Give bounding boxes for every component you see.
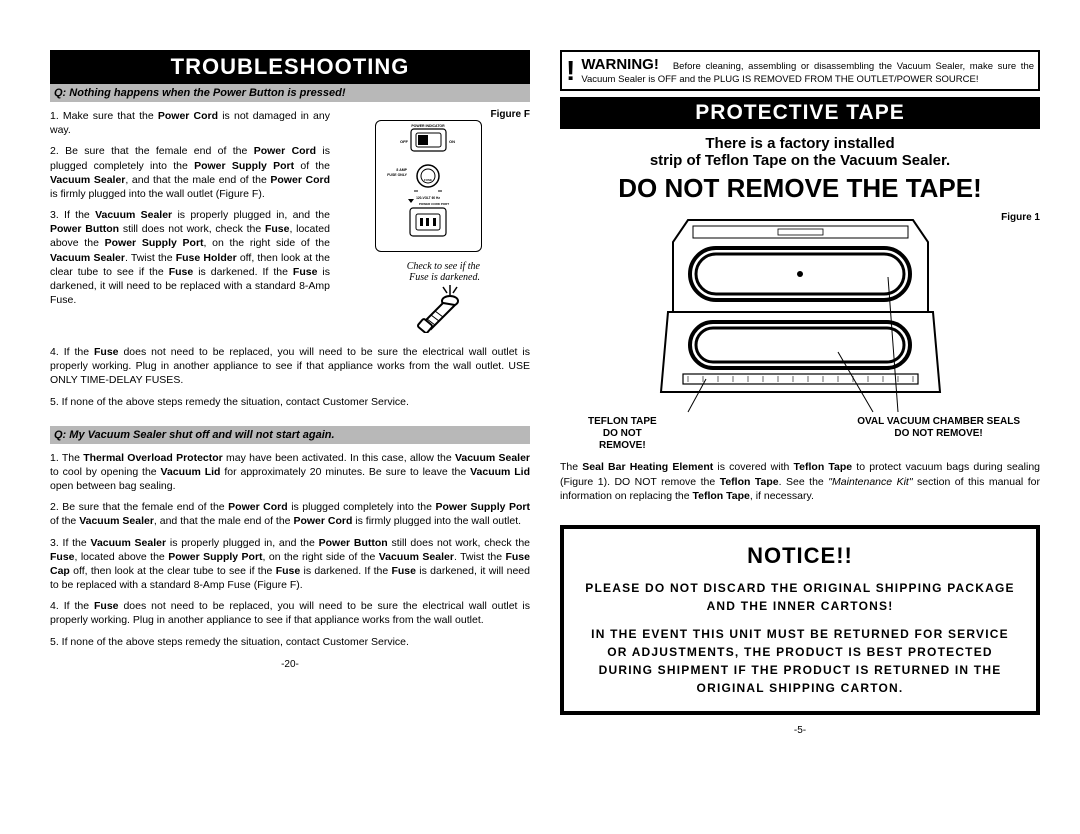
figure-f-annotation: Check to see if the Fuse is darkened. (375, 261, 480, 283)
protective-tape-header: PROTECTIVE TAPE (560, 97, 1040, 129)
figure-f-label: Figure F (375, 109, 530, 120)
svg-text:POWER INDICATOR: POWER INDICATOR (411, 124, 445, 128)
step-1-5: 5. If none of the above steps remedy the… (50, 395, 530, 409)
question-1: Q: Nothing happens when the Power Button… (50, 84, 530, 102)
figure-1: Figure 1 (560, 212, 1040, 422)
svg-text:POWER CORD PORT: POWER CORD PORT (419, 202, 449, 206)
svg-text:OFF: OFF (400, 139, 409, 144)
question-2: Q: My Vacuum Sealer shut off and will no… (50, 426, 530, 444)
svg-text:FUSE: FUSE (424, 178, 432, 182)
flashlight-icon (405, 283, 465, 333)
right-page: ! WARNING! Before cleaning, assembling o… (560, 50, 1040, 736)
svg-text:8 AMP: 8 AMP (396, 168, 407, 172)
step-1-4: 4. If the Fuse does not need to be repla… (50, 345, 530, 388)
figure-f: Figure F POWER INDICATOR OFF ON FUSE 8 A… (375, 109, 530, 338)
step-1-3: 3. If the Vacuum Sealer is properly plug… (50, 208, 330, 307)
intro-line-1: There is a factory installed (560, 135, 1040, 152)
step-1-1: 1. Make sure that the Power Cord is not … (50, 109, 330, 137)
manual-spread: TROUBLESHOOTING Q: Nothing happens when … (0, 0, 1080, 756)
warning-icon: ! (566, 57, 575, 85)
figure-1-label: Figure 1 (1001, 212, 1040, 223)
left-page-number: -20- (50, 659, 530, 670)
svg-text:120-VOLT 60 Hz: 120-VOLT 60 Hz (416, 196, 440, 200)
notice-line-2: IN THE EVENT THIS UNIT MUST BE RETURNED … (580, 625, 1020, 697)
teflon-description: The Seal Bar Heating Element is covered … (560, 460, 1040, 503)
step-2-4: 4. If the Fuse does not need to be repla… (50, 599, 530, 627)
warning-box: ! WARNING! Before cleaning, assembling o… (560, 50, 1040, 91)
step-2-2: 2. Be sure that the female end of the Po… (50, 500, 530, 528)
step-2-3: 3. If the Vacuum Sealer is properly plug… (50, 536, 530, 593)
figure-f-diagram: POWER INDICATOR OFF ON FUSE 8 AMP FUSE O… (375, 120, 482, 252)
left-page: TROUBLESHOOTING Q: Nothing happens when … (50, 50, 530, 736)
intro-line-2: strip of Teflon Tape on the Vacuum Seale… (560, 152, 1040, 169)
warning-text: WARNING! Before cleaning, assembling or … (581, 56, 1034, 85)
step-2-5: 5. If none of the above steps remedy the… (50, 635, 530, 649)
notice-box: NOTICE!! PLEASE DO NOT DISCARD THE ORIGI… (560, 525, 1040, 715)
right-page-number: -5- (560, 725, 1040, 736)
notice-line-1: PLEASE DO NOT DISCARD THE ORIGINAL SHIPP… (580, 579, 1020, 615)
vacuum-sealer-diagram (628, 212, 973, 422)
svg-text:FUSE ONLY: FUSE ONLY (387, 173, 407, 177)
step-2-1: 1. The Thermal Overload Protector may ha… (50, 451, 530, 494)
svg-text:ON: ON (449, 139, 455, 144)
do-not-remove-headline: DO NOT REMOVE THE TAPE! (560, 173, 1040, 204)
troubleshooting-header: TROUBLESHOOTING (50, 50, 530, 84)
notice-title: NOTICE!! (580, 543, 1020, 569)
step-1-2: 2. Be sure that the female end of the Po… (50, 144, 330, 201)
